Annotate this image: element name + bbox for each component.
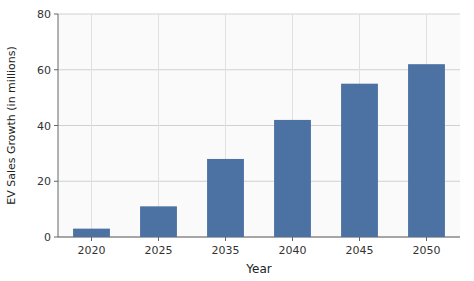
x-tick-label: 2050	[413, 244, 441, 257]
x-tick-label: 2045	[346, 244, 374, 257]
bar	[73, 229, 110, 237]
x-tick-label: 2020	[78, 244, 106, 257]
y-tick-label: 0	[44, 231, 51, 244]
y-tick-label: 20	[37, 175, 51, 188]
x-tick	[158, 237, 159, 241]
grid	[58, 14, 460, 237]
x-grid-line	[91, 14, 92, 237]
y-tick	[54, 14, 58, 15]
y-tick	[54, 181, 58, 182]
bar	[274, 120, 311, 237]
y-grid-line	[58, 125, 460, 126]
y-grid-line	[58, 69, 460, 70]
y-axis-line	[58, 14, 59, 237]
y-axis-label: EV Sales Growth (in millions)	[5, 46, 18, 205]
x-axis-line	[58, 237, 460, 238]
y-tick-label: 40	[37, 120, 51, 133]
x-tick-label: 2040	[279, 244, 307, 257]
x-tick	[225, 237, 226, 241]
y-tick	[54, 237, 58, 238]
y-grid-line	[58, 14, 460, 15]
chart-container: 020406080202020252035204020452050YearEV …	[0, 0, 474, 281]
axes: 020406080202020252035204020452050	[37, 8, 460, 257]
x-tick-label: 2025	[145, 244, 173, 257]
y-grid-line	[58, 181, 460, 182]
chart: 020406080202020252035204020452050YearEV …	[0, 0, 474, 281]
bar	[140, 206, 177, 237]
y-grid-line	[58, 237, 460, 238]
bar	[341, 84, 378, 237]
x-tick	[359, 237, 360, 241]
y-tick	[54, 69, 58, 70]
y-tick-label: 80	[37, 8, 51, 21]
x-tick-label: 2035	[212, 244, 240, 257]
x-grid-line	[158, 14, 159, 237]
x-axis-label: Year	[245, 262, 271, 276]
plot-background	[58, 14, 460, 237]
x-tick	[292, 237, 293, 241]
y-tick	[54, 125, 58, 126]
bar	[207, 159, 244, 237]
bar	[408, 64, 445, 237]
y-tick-label: 60	[37, 64, 51, 77]
x-tick	[91, 237, 92, 241]
bars	[73, 64, 445, 237]
x-tick	[426, 237, 427, 241]
